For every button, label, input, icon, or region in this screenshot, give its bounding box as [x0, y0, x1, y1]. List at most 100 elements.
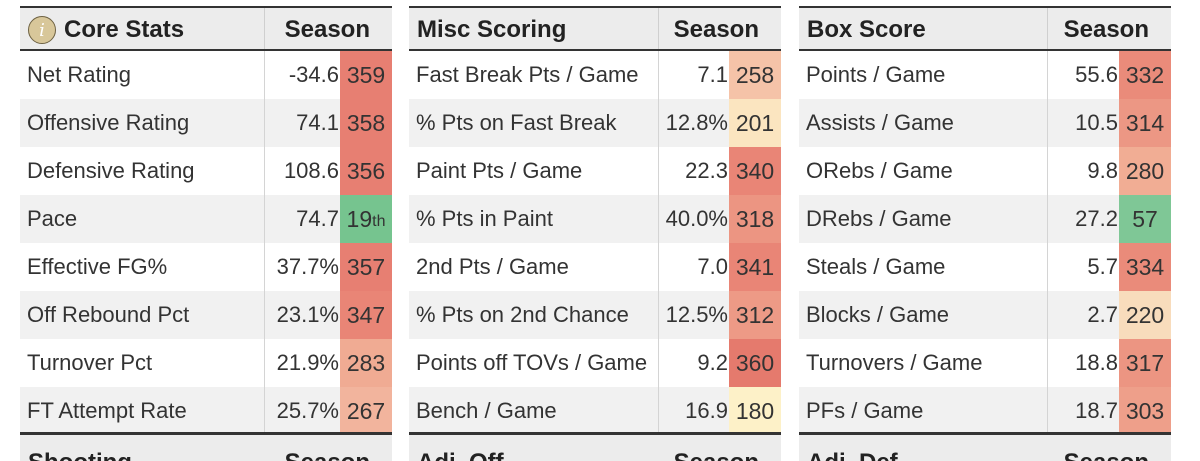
stat-value: 22.3	[658, 147, 728, 195]
table-header: i Core Stats Season	[20, 6, 392, 51]
rank-cell: 318	[729, 195, 781, 243]
season-column-header[interactable]: Season	[285, 449, 370, 461]
rank-cell: 258	[729, 51, 781, 99]
stat-value: 9.2	[658, 339, 728, 387]
rank-cell: 317	[1119, 339, 1171, 387]
stat-value: 74.7	[264, 195, 339, 243]
table-title: i Core Stats	[28, 16, 184, 44]
table-body: Points / Game 55.6 332 Assists / Game 10.5 31…	[799, 51, 1171, 435]
table-body: Net Rating -34.6 359 Offensive Rating 74.1 35…	[20, 51, 392, 435]
stat-label: % Pts in Paint	[416, 206, 553, 231]
table-row: Bench / Game 16.9 180	[409, 387, 781, 435]
stat-value: 27.2	[1047, 195, 1118, 243]
rank-cell: 57	[1119, 195, 1171, 243]
stat-label: Net Rating	[27, 62, 131, 87]
stat-label: Blocks / Game	[806, 302, 950, 327]
stat-label: Effective FG%	[27, 254, 168, 279]
stat-value: 16.9	[658, 387, 728, 435]
stat-label: Assists / Game	[806, 110, 954, 135]
rank-value: 332	[1125, 61, 1165, 88]
rank-cell: 280	[1119, 147, 1171, 195]
rank-value: 303	[1125, 397, 1165, 424]
table-row: % Pts on Fast Break 12.8% 201	[409, 99, 781, 147]
table-header: Box Score Season	[799, 6, 1171, 51]
stat-value: 74.1	[264, 99, 339, 147]
stat-label: Off Rebound Pct	[27, 302, 190, 327]
stat-label: Offensive Rating	[27, 110, 190, 135]
rank-value: 357	[346, 253, 386, 280]
stat-label: Fast Break Pts / Game	[416, 62, 639, 87]
season-column-header[interactable]: Season	[284, 16, 370, 43]
stat-label: FT Attempt Rate	[27, 398, 187, 423]
rank-value: 360	[735, 349, 775, 376]
season-column-header[interactable]: Season	[1064, 449, 1149, 461]
stat-value: 9.8	[1047, 147, 1118, 195]
stat-value: 23.1%	[264, 291, 339, 339]
stat-label: PFs / Game	[806, 398, 924, 423]
stat-value: 40.0%	[658, 195, 728, 243]
rank-cell: 332	[1119, 51, 1171, 99]
stat-label: % Pts on Fast Break	[416, 110, 617, 135]
table-row: Fast Break Pts / Game 7.1 258	[409, 51, 781, 99]
season-column-header[interactable]: Season	[674, 449, 759, 461]
rank-cell: 357	[340, 243, 392, 291]
rank-cell: 340	[729, 147, 781, 195]
rank-cell: 358	[340, 99, 392, 147]
stat-value: 55.6	[1047, 51, 1118, 99]
table-title-text: Misc Scoring	[417, 16, 567, 43]
rank-cell: 360	[729, 339, 781, 387]
stat-value: 18.7	[1047, 387, 1118, 435]
stat-value: 37.7%	[264, 243, 339, 291]
stat-value: -34.6	[264, 51, 339, 99]
rank-value: 220	[1125, 301, 1165, 328]
table-row: Turnovers / Game 18.8 317	[799, 339, 1171, 387]
table-row: Effective FG% 37.7% 357	[20, 243, 392, 291]
table-title-text: Core Stats	[64, 16, 185, 43]
rank-value: 347	[346, 301, 386, 328]
rank-cell: 314	[1119, 99, 1171, 147]
stat-value: 5.7	[1047, 243, 1118, 291]
stat-label: 2nd Pts / Game	[416, 254, 569, 279]
table-row: Turnover Pct 21.9% 283	[20, 339, 392, 387]
rank-value: 201	[735, 109, 775, 136]
stat-value: 18.8	[1047, 339, 1118, 387]
rank-value: 318	[735, 205, 775, 232]
stat-label: Turnover Pct	[27, 350, 153, 375]
rank-value: 314	[1125, 109, 1165, 136]
stat-value: 7.0	[658, 243, 728, 291]
table-title: Adj. Def	[807, 449, 898, 461]
rank-value: 267	[346, 397, 386, 424]
rank-value: 340	[735, 157, 775, 184]
rank-cell: 359	[340, 51, 392, 99]
table-row: % Pts on 2nd Chance 12.5% 312	[409, 291, 781, 339]
header-divider	[658, 8, 659, 49]
stat-label: Steals / Game	[806, 254, 946, 279]
rank-value: 312	[735, 301, 775, 328]
stat-label: Pace	[27, 206, 78, 231]
table-row: Assists / Game 10.5 314	[799, 99, 1171, 147]
season-column-header[interactable]: Season	[1063, 16, 1149, 43]
rank-value: 358	[346, 109, 386, 136]
rank-cell: 180	[729, 387, 781, 435]
adj-def-table-header: Adj. Def Season	[799, 432, 1171, 461]
stat-label: Turnovers / Game	[806, 350, 983, 375]
rank-value: 280	[1125, 157, 1165, 184]
table-header: Misc Scoring Season	[409, 6, 781, 51]
info-icon[interactable]: i	[28, 16, 56, 44]
rank-cell: 267	[340, 387, 392, 435]
rank-cell: 334	[1119, 243, 1171, 291]
rank-cell: 283	[340, 339, 392, 387]
stat-label: Paint Pts / Game	[416, 158, 583, 183]
table-row: DRebs / Game 27.2 57	[799, 195, 1171, 243]
rank-suffix: th	[372, 213, 386, 230]
misc-scoring-table: Misc Scoring Season Fast Break Pts / Gam…	[409, 6, 781, 435]
box-score-table: Box Score Season Points / Game 55.6 332 Ass…	[799, 6, 1171, 435]
table-title: Misc Scoring	[417, 16, 566, 44]
rank-value: 334	[1125, 253, 1165, 280]
rank-value: 180	[735, 397, 775, 424]
stat-value: 25.7%	[264, 387, 339, 435]
table-row: ORebs / Game 9.8 280	[799, 147, 1171, 195]
season-column-header[interactable]: Season	[673, 16, 759, 43]
